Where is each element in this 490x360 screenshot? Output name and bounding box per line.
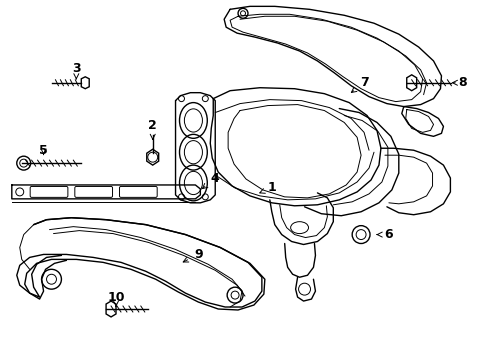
Text: 9: 9 — [183, 248, 203, 262]
Text: 2: 2 — [148, 119, 157, 139]
Text: 10: 10 — [107, 291, 125, 306]
Polygon shape — [81, 77, 89, 89]
Text: 6: 6 — [377, 228, 393, 241]
Text: 3: 3 — [72, 62, 81, 79]
Text: 8: 8 — [452, 76, 466, 89]
Text: 5: 5 — [39, 144, 48, 157]
Polygon shape — [106, 301, 116, 317]
Polygon shape — [147, 149, 159, 165]
Text: 4: 4 — [202, 171, 220, 189]
Text: 7: 7 — [351, 76, 368, 93]
Text: 1: 1 — [260, 181, 276, 194]
Polygon shape — [407, 75, 416, 91]
